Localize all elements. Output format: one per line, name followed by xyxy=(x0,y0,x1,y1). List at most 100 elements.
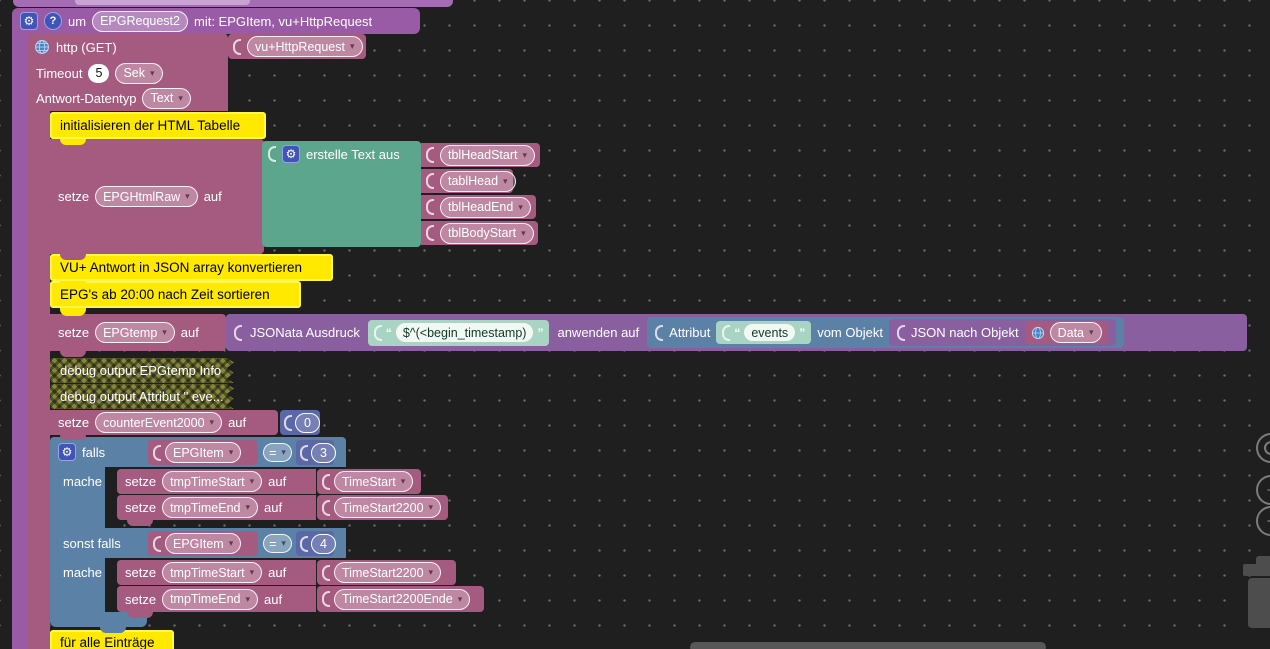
epgtemp-var-dropdown[interactable]: EPGtemp ▾ xyxy=(95,322,175,343)
jsonata-expression-block[interactable]: “ $^(<begin_timestamp) ” xyxy=(367,319,550,346)
tablhead-dropdown[interactable]: tablHead ▾ xyxy=(440,170,516,192)
timeout-unit-dropdown[interactable]: Sek ▾ xyxy=(115,62,163,84)
var-block-tblheadstart[interactable]: tblHeadStart ▾ xyxy=(421,143,540,167)
stack-bump xyxy=(60,254,86,260)
auf-label: auf xyxy=(228,415,247,430)
dropdown-icon: ▾ xyxy=(162,327,167,337)
timestart2200ende-dropdown[interactable]: TimeStart2200Ende ▾ xyxy=(334,588,471,610)
epgitem-dropdown[interactable]: EPGItem ▾ xyxy=(165,442,242,463)
socket-connector xyxy=(268,146,276,162)
set-tmptimeend-block[interactable]: setze tmpTimeEnd ▾ auf xyxy=(117,495,316,520)
stack-bump xyxy=(60,435,86,440)
counter-var-dropdown[interactable]: counterEvent2000 ▾ xyxy=(95,412,223,433)
elseif-condition-var-block[interactable]: EPGItem ▾ xyxy=(148,531,258,556)
var-block-tblbodystart[interactable]: tblBodyStart ▾ xyxy=(421,221,538,245)
var-block-tblheadend[interactable]: tblHeadEnd ▾ xyxy=(421,195,536,219)
tblheadend-dropdown[interactable]: tblHeadEnd ▾ xyxy=(440,196,531,218)
jsonata-expression-field[interactable]: $^(<begin_timestamp) xyxy=(395,323,534,342)
http-body-strip[interactable] xyxy=(28,111,50,649)
object-var-dropdown[interactable]: Data ▾ xyxy=(1049,322,1102,343)
dropdown-icon: ▾ xyxy=(249,567,255,577)
object-var-block[interactable]: Data ▾ xyxy=(1024,321,1108,344)
tmptimestart-dropdown[interactable]: tmpTimeStart ▾ xyxy=(162,562,263,583)
attribute-name-field[interactable]: events xyxy=(744,324,796,341)
horizontal-scrollbar[interactable] xyxy=(690,642,1046,649)
zoom-in-button[interactable]: + xyxy=(1256,475,1270,505)
http-request-var-dropdown[interactable]: vu+HttpRequest ▾ xyxy=(247,36,363,57)
dropdown-icon: ▾ xyxy=(281,447,286,457)
dropdown-icon: ▾ xyxy=(349,41,355,51)
set-epghtmlraw-block[interactable]: setze EPGHtmlRaw ▾ auf xyxy=(50,139,264,254)
dropdown-icon: ▾ xyxy=(1089,327,1094,337)
apply-label: anwenden auf xyxy=(557,325,640,340)
zoom-out-button[interactable]: − xyxy=(1256,506,1270,536)
number-block-4[interactable]: 4 xyxy=(296,531,336,556)
response-type-dropdown[interactable]: Text ▾ xyxy=(142,87,191,109)
epghtmlraw-var-dropdown[interactable]: EPGHtmlRaw ▾ xyxy=(95,186,198,207)
jsonata-block[interactable]: JSONata Ausdruck “ $^(<begin_timestamp) … xyxy=(226,314,1247,351)
attribute-name-block[interactable]: “ events ” xyxy=(716,321,812,344)
timestart2200-dropdown[interactable]: TimeStart2200 ▾ xyxy=(334,497,442,518)
set-tmptimestart-block[interactable]: setze tmpTimeStart ▾ auf xyxy=(117,469,316,494)
compare-op-block[interactable]: = ▾ xyxy=(261,532,294,555)
tmptimeend-dropdown[interactable]: tmpTimeEnd ▾ xyxy=(162,497,259,518)
gear-icon[interactable]: ⚙ xyxy=(282,145,300,163)
tblbodystart-dropdown[interactable]: tblBodyStart ▾ xyxy=(440,222,534,244)
var-block-timestart[interactable]: TimeStart ▾ xyxy=(317,469,421,494)
debug-output-block-1[interactable]: debug output EPGtemp Info xyxy=(50,358,234,383)
comment-init-table[interactable]: initialisieren der HTML Tabelle xyxy=(50,112,266,139)
if-block-left-column[interactable] xyxy=(50,467,105,528)
json-to-object-block[interactable]: JSON nach Objekt Data ▾ xyxy=(888,319,1116,346)
var-block-timestart2200-2[interactable]: TimeStart2200 ▾ xyxy=(317,560,456,585)
set-counter-block[interactable]: setze counterEvent2000 ▾ auf xyxy=(50,410,278,435)
comment-for-all[interactable]: für alle Einträge xyxy=(50,630,174,649)
function-name-field[interactable]: EPGRequest2 xyxy=(92,10,188,32)
setze-label: setze xyxy=(58,325,90,340)
globe-icon xyxy=(34,39,50,55)
number-block-0[interactable]: 0 xyxy=(280,410,320,435)
function-def-block[interactable]: ⚙ ? um EPGRequest2 mit: EPGItem, vu+Http… xyxy=(12,8,420,34)
timeout-value-field[interactable]: 5 xyxy=(88,63,110,83)
var-block-tablhead[interactable]: tablHead ▾ xyxy=(421,169,516,193)
gear-icon[interactable]: ⚙ xyxy=(20,12,38,30)
var-block-timestart2200[interactable]: TimeStart2200 ▾ xyxy=(317,495,448,520)
gear-icon[interactable]: ⚙ xyxy=(58,443,76,461)
if-condition-var-block[interactable]: EPGItem ▾ xyxy=(148,440,258,465)
function-params: mit: EPGItem, vu+HttpRequest xyxy=(193,13,373,29)
debug-output-block-2[interactable]: debug output Attribut " eve... xyxy=(50,384,234,409)
function-body-strip[interactable] xyxy=(12,34,28,649)
elseif-left-column[interactable] xyxy=(50,558,105,613)
tmptimeend-dropdown[interactable]: tmpTimeEnd ▾ xyxy=(162,588,259,610)
timestart-dropdown[interactable]: TimeStart ▾ xyxy=(334,471,414,492)
tmptimestart-dropdown[interactable]: tmpTimeStart ▾ xyxy=(162,471,263,492)
if-block-bottom[interactable] xyxy=(50,612,147,627)
comment-convert-json[interactable]: VU+ Antwort in JSON array konvertieren xyxy=(50,254,333,281)
setze-label: setze xyxy=(58,189,90,204)
attribute-block[interactable]: Attribut “ events ” vom Objekt JSON nach… xyxy=(647,317,1124,348)
http-get-block[interactable]: http (GET) Timeout 5 Sek ▾ Antwort-Daten… xyxy=(28,33,228,111)
set-tmptimestart-block-2[interactable]: setze tmpTimeStart ▾ auf xyxy=(117,560,316,585)
timestart2200-dropdown[interactable]: TimeStart2200 ▾ xyxy=(334,562,442,583)
http-request-var-block[interactable]: vu+HttpRequest ▾ xyxy=(228,34,366,59)
comment-sort-epg[interactable]: EPG's ab 20:00 nach Zeit sortieren xyxy=(50,281,301,308)
setze-label: setze xyxy=(58,415,90,430)
tblheadstart-dropdown[interactable]: tblHeadStart ▾ xyxy=(440,144,536,166)
number-field[interactable]: 3 xyxy=(311,442,336,463)
compare-op-block[interactable]: = ▾ xyxy=(261,441,294,464)
set-tmptimeend-block-2[interactable]: setze tmpTimeEnd ▾ auf xyxy=(117,586,316,612)
mache-label: mache xyxy=(63,565,103,580)
dropdown-icon: ▾ xyxy=(400,476,406,486)
zoom-reset-button[interactable] xyxy=(1256,433,1270,463)
set-epgtemp-block[interactable]: setze EPGtemp ▾ auf xyxy=(50,314,226,351)
var-block-timestart2200ende[interactable]: TimeStart2200Ende ▾ xyxy=(317,586,484,612)
compare-op-dropdown[interactable]: = ▾ xyxy=(263,534,292,553)
compare-op-dropdown[interactable]: = ▾ xyxy=(263,443,292,462)
epgitem-dropdown[interactable]: EPGItem ▾ xyxy=(165,533,242,554)
dropdown-icon: ▾ xyxy=(457,593,463,604)
number-block-3[interactable]: 3 xyxy=(296,440,336,465)
create-text-block[interactable]: ⚙ erstelle Text aus xyxy=(262,141,421,247)
number-field[interactable]: 0 xyxy=(295,412,320,433)
number-field[interactable]: 4 xyxy=(311,533,336,554)
help-icon[interactable]: ? xyxy=(44,12,62,30)
